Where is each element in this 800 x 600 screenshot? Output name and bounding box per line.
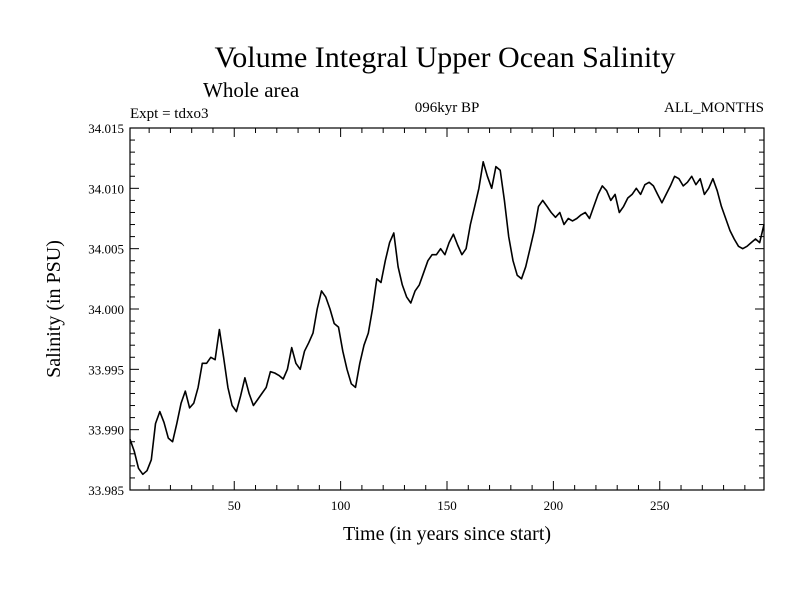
chart-subtitle: Whole area bbox=[203, 78, 300, 102]
y-tick-label: 33.985 bbox=[88, 483, 124, 498]
x-tick-label: 100 bbox=[331, 498, 351, 513]
y-tick-label: 34.010 bbox=[88, 181, 124, 196]
y-tick-label: 34.005 bbox=[88, 242, 124, 257]
x-tick-label: 150 bbox=[437, 498, 457, 513]
x-tick-label: 250 bbox=[650, 498, 670, 513]
experiment-label: Expt = tdxo3 bbox=[130, 106, 208, 122]
y-tick-label: 33.995 bbox=[88, 362, 124, 377]
axis-ticks bbox=[130, 127, 764, 491]
salinity-series-line bbox=[129, 161, 765, 476]
plot-frame bbox=[129, 127, 765, 491]
months-label: ALL_MONTHS bbox=[664, 100, 764, 116]
chart-title: Volume Integral Upper Ocean Salinity bbox=[215, 41, 676, 74]
x-tick-label: 50 bbox=[228, 498, 241, 513]
period-label: 096kyr BP bbox=[415, 100, 480, 116]
x-tick-label: 200 bbox=[544, 498, 564, 513]
y-tick-label: 34.015 bbox=[88, 121, 124, 136]
y-axis-label: Salinity (in PSU) bbox=[43, 240, 65, 378]
x-axis-label: Time (in years since start) bbox=[343, 523, 551, 545]
y-tick-label: 34.000 bbox=[88, 302, 124, 317]
y-tick-label: 33.990 bbox=[88, 423, 124, 438]
tick-labels: 50 100 150 200 250 33.985 33.990 33.995 34.000 34… bbox=[88, 121, 669, 513]
